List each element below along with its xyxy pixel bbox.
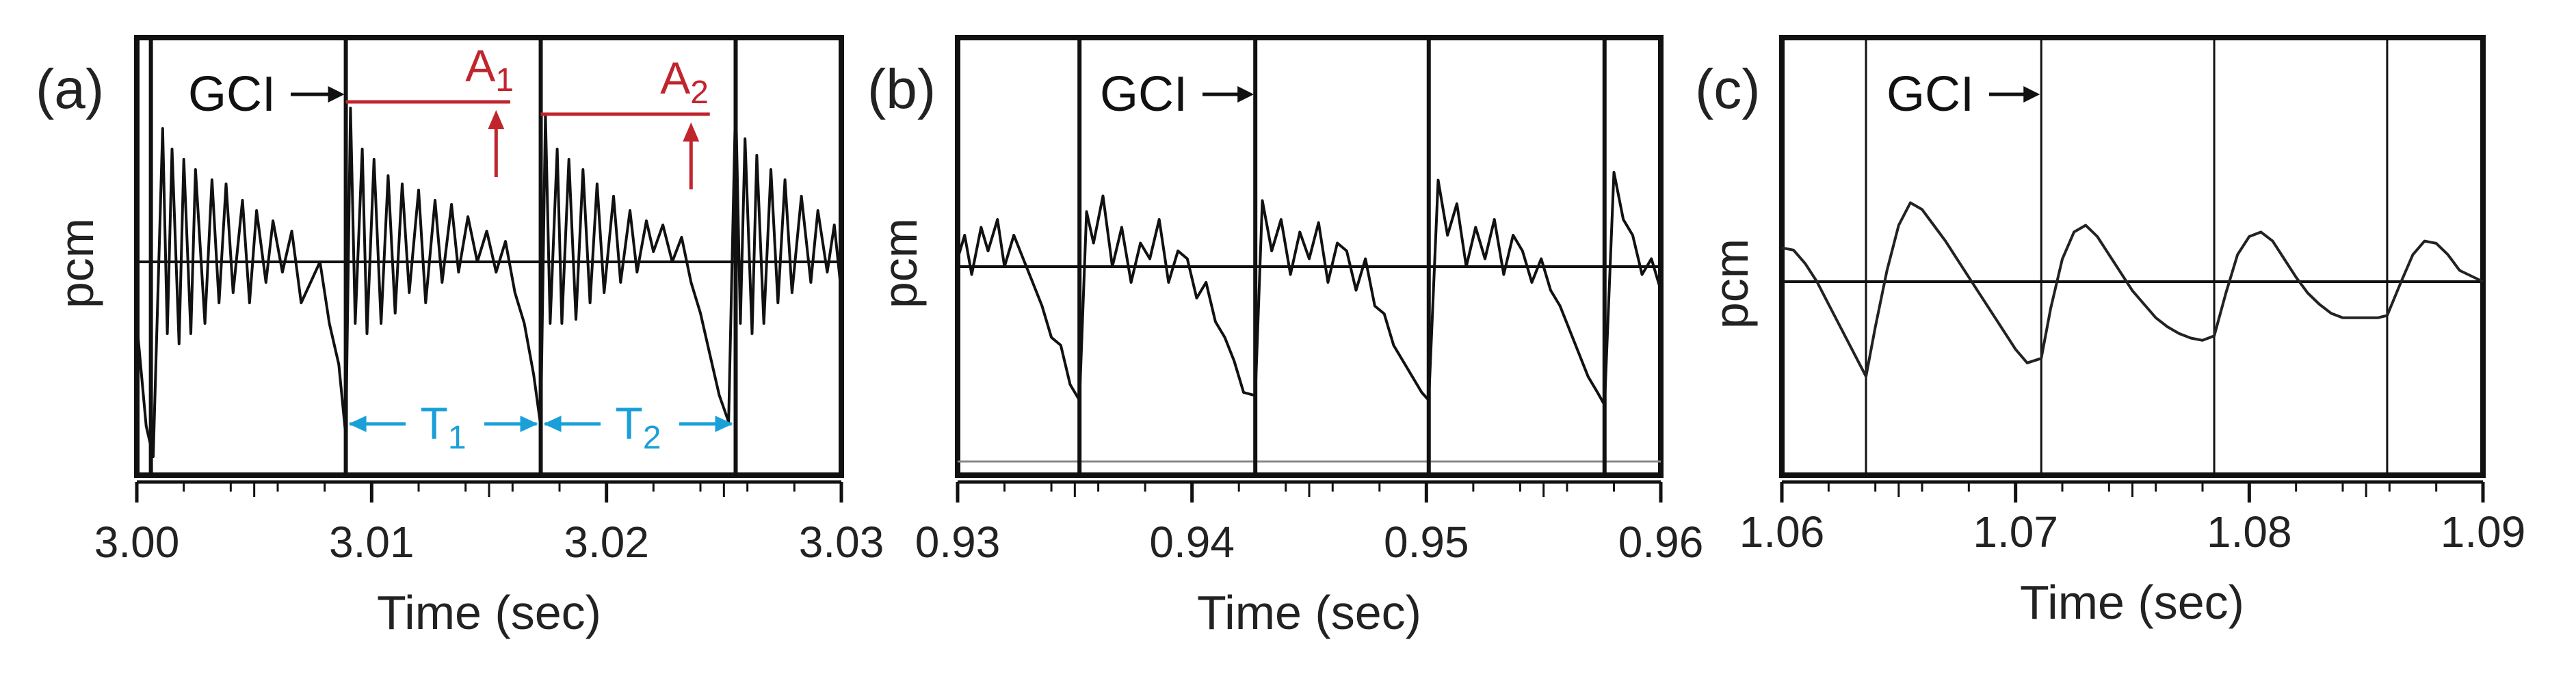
x-axis-label: Time (sec) xyxy=(2020,576,2244,629)
y-axis-label: pcm xyxy=(873,218,927,308)
panel-label: (a) xyxy=(36,58,104,120)
arrowhead-icon xyxy=(683,122,700,142)
x-tick-label: 0.96 xyxy=(1618,518,1704,567)
x-tick-label: 0.95 xyxy=(1384,518,1469,567)
x-tick-label: 3.03 xyxy=(799,518,884,567)
amplitude-label: A xyxy=(465,40,495,91)
gci-markers xyxy=(1865,38,2389,475)
x-tick-label: 1.08 xyxy=(2207,507,2292,557)
arrowhead-icon xyxy=(488,110,505,129)
arrowhead-icon xyxy=(328,86,345,103)
panel-label: (b) xyxy=(867,58,936,120)
amplitude-subscript: 2 xyxy=(690,75,709,111)
panel-label: (c) xyxy=(1695,58,1761,120)
period-label: T xyxy=(421,398,448,448)
period-subscript: 1 xyxy=(448,420,466,456)
panel-b: (b) pcm GCI 0.93 0.94 0.95 0.96 Time (se… xyxy=(867,35,1704,639)
gci-annotation: GCI xyxy=(1100,67,1254,122)
x-tick-label: 1.06 xyxy=(1739,507,1825,557)
gci-label: GCI xyxy=(1887,67,1974,122)
panel-a: (a) pcm GCI A1 A2 xyxy=(36,35,884,639)
x-axis-ticks xyxy=(956,482,1663,503)
amplitude-subscript: 1 xyxy=(495,62,514,98)
period-annotation-t2: T2 xyxy=(543,398,733,456)
y-axis-label: pcm xyxy=(1705,239,1758,329)
arrowhead-icon xyxy=(2023,86,2040,103)
y-axis-label: pcm xyxy=(50,218,103,308)
waveform-line xyxy=(956,171,1662,407)
amplitude-label: A xyxy=(660,53,690,103)
panel-c: (c) pcm GCI 1.06 1.07 1.08 1.09 Time (se… xyxy=(1695,35,2526,629)
x-tick-label: 0.93 xyxy=(915,518,1001,567)
x-tick-label: 3.02 xyxy=(564,518,649,567)
amplitude-annotation-a2: A2 xyxy=(540,53,710,189)
period-annotation-t1: T1 xyxy=(348,398,538,456)
period-subscript: 2 xyxy=(643,420,661,456)
waveform-line xyxy=(1781,201,2484,378)
x-axis-label: Time (sec) xyxy=(377,586,601,639)
x-tick-label: 1.07 xyxy=(1973,507,2058,557)
x-axis-ticks xyxy=(135,482,843,503)
waveform-line xyxy=(135,96,843,458)
arrow-left-icon xyxy=(348,416,367,432)
svg-text:A1: A1 xyxy=(465,40,514,98)
svg-text:T1: T1 xyxy=(421,398,466,456)
gci-label: GCI xyxy=(188,67,276,122)
period-label: T xyxy=(616,398,643,448)
x-tick-label: 1.09 xyxy=(2441,507,2526,557)
arrow-left-icon xyxy=(543,416,562,432)
gci-label: GCI xyxy=(1100,67,1187,122)
gci-annotation: GCI xyxy=(188,67,345,122)
x-tick-label: 0.94 xyxy=(1149,518,1235,567)
gci-annotation: GCI xyxy=(1887,67,2040,122)
arrow-right-icon xyxy=(715,416,733,432)
plot-frame xyxy=(1779,35,2486,478)
x-axis-ticks xyxy=(1780,482,2485,503)
x-tick-label: 3.00 xyxy=(94,518,180,567)
x-axis-label: Time (sec) xyxy=(1197,586,1421,639)
svg-text:A2: A2 xyxy=(660,53,709,111)
svg-text:T2: T2 xyxy=(616,398,661,456)
x-tick-label: 3.01 xyxy=(329,518,415,567)
arrow-right-icon xyxy=(520,416,538,432)
amplitude-annotation-a1: A1 xyxy=(345,40,514,177)
arrowhead-icon xyxy=(1237,86,1254,103)
